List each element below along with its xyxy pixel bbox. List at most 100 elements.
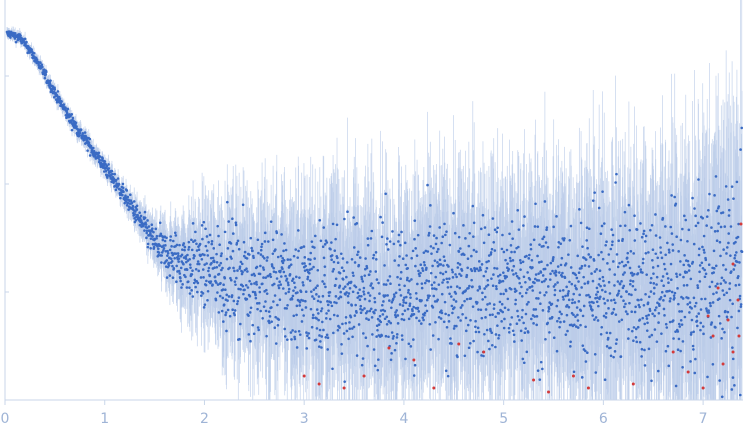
data-point (301, 281, 305, 284)
data-point (530, 258, 534, 262)
data-point (642, 257, 645, 261)
data-point (207, 266, 211, 270)
data-point (593, 270, 597, 273)
data-point (428, 294, 431, 298)
data-point (474, 325, 477, 329)
data-point (386, 279, 390, 282)
data-point (321, 320, 324, 324)
data-point (360, 275, 363, 279)
data-point (104, 169, 108, 173)
data-point (598, 277, 602, 281)
data-point (567, 289, 570, 293)
data-point (541, 237, 544, 241)
data-point (229, 242, 233, 245)
data-point (373, 296, 376, 300)
data-point (228, 314, 232, 318)
data-point (522, 321, 525, 325)
data-point (640, 298, 643, 301)
data-point (219, 281, 222, 285)
data-point (221, 266, 224, 270)
data-point (401, 304, 405, 307)
data-point (488, 347, 491, 351)
data-point (455, 275, 458, 279)
data-point (262, 305, 266, 308)
data-point (580, 376, 584, 379)
data-point (403, 309, 407, 312)
data-point (374, 251, 378, 254)
data-point (439, 263, 443, 266)
data-point (528, 278, 532, 281)
data-point (172, 266, 176, 270)
data-point (341, 322, 344, 326)
data-point (526, 331, 530, 334)
data-point (584, 258, 588, 261)
data-point (551, 269, 554, 273)
data-point (175, 264, 178, 268)
data-point (613, 284, 616, 287)
data-point (259, 253, 263, 256)
data-point (495, 267, 499, 270)
data-point (360, 277, 364, 281)
data-point (206, 289, 210, 293)
data-point (352, 216, 356, 219)
data-point (670, 278, 673, 281)
data-point (564, 294, 567, 298)
data-point (431, 334, 435, 337)
data-point (475, 267, 479, 271)
data-point (165, 236, 168, 240)
data-point (643, 240, 647, 243)
data-point (555, 215, 558, 218)
data-point (272, 282, 276, 286)
data-point (572, 292, 576, 296)
data-point (257, 301, 261, 305)
data-point (417, 310, 421, 313)
data-point (594, 296, 597, 300)
data-point (452, 211, 455, 215)
data-point (546, 263, 549, 267)
data-point (509, 244, 513, 247)
data-point (514, 298, 518, 302)
data-point (267, 240, 270, 243)
data-point (490, 277, 493, 280)
data-point (346, 294, 350, 298)
data-point (279, 269, 282, 273)
data-point (111, 172, 114, 176)
data-point (239, 288, 242, 291)
data-point (368, 309, 372, 313)
data-point (453, 306, 456, 309)
data-point (601, 190, 604, 193)
data-point (683, 254, 686, 257)
data-point (429, 204, 432, 207)
data-point (511, 237, 514, 240)
data-point (435, 250, 439, 254)
errorbar-layer (6, 0, 743, 400)
data-point (261, 255, 265, 258)
data-point (395, 309, 398, 312)
data-point (604, 290, 607, 294)
data-point (107, 167, 111, 170)
data-point (650, 379, 653, 383)
data-point (505, 248, 509, 252)
data-point (13, 32, 17, 35)
data-point (248, 279, 251, 283)
data-point (644, 251, 648, 255)
data-point (682, 263, 686, 267)
data-point (101, 166, 105, 169)
data-point (216, 291, 219, 294)
data-point (470, 269, 474, 273)
data-point (482, 274, 486, 278)
data-point (261, 266, 265, 269)
data-point (668, 299, 672, 303)
data-point (367, 318, 371, 322)
data-point (274, 315, 277, 319)
data-point (178, 243, 181, 247)
data-point (39, 61, 42, 65)
data-point (397, 233, 401, 237)
data-point (621, 237, 624, 241)
data-point (662, 299, 665, 302)
data-point (673, 296, 676, 300)
data-point (587, 265, 591, 268)
data-point (515, 274, 519, 278)
data-point (666, 344, 670, 348)
data-point (452, 327, 456, 330)
